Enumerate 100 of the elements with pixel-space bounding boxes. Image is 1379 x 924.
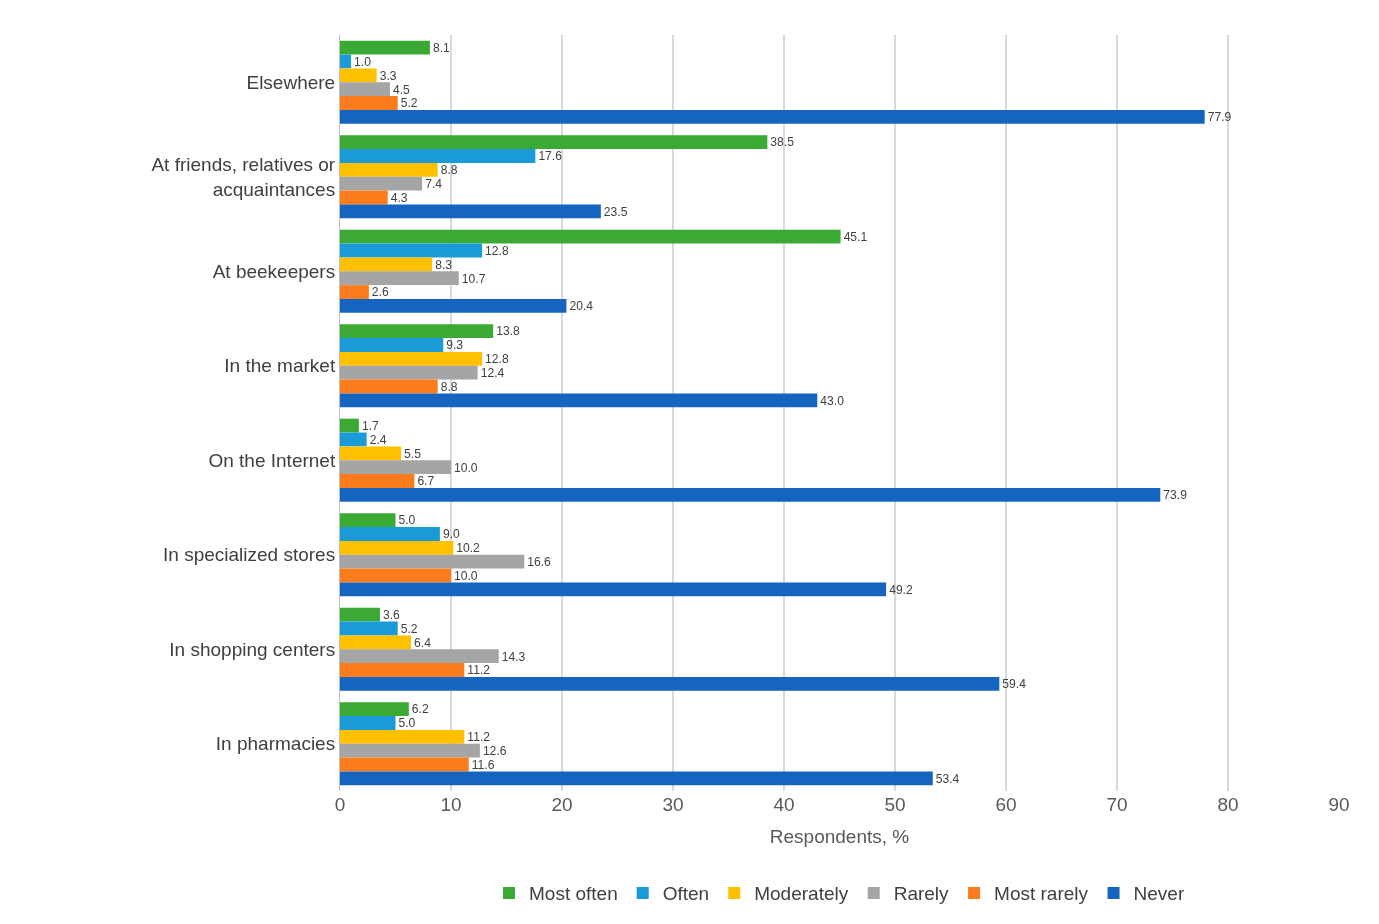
bar (340, 446, 402, 461)
data-label: 12.8 (485, 243, 509, 258)
data-label: 1.7 (361, 418, 379, 433)
data-label: 10.0 (454, 460, 478, 475)
bar (340, 298, 567, 313)
x-tick-label: 40 (773, 794, 795, 815)
bar (340, 487, 1161, 502)
legend-label: Rarely (893, 883, 950, 905)
data-label: 5.5 (404, 446, 422, 461)
x-tick-label: 90 (1328, 794, 1350, 815)
x-tick-label: 30 (662, 794, 684, 815)
data-label: 73.9 (1163, 488, 1188, 503)
legend-label: Often (662, 883, 710, 905)
data-label: 10.0 (454, 568, 478, 583)
data-label: 16.6 (527, 555, 552, 570)
data-label: 6.2 (411, 702, 429, 717)
data-label: 3.6 (382, 607, 401, 622)
data-label: 5.0 (398, 513, 416, 528)
data-label: 14.3 (501, 649, 526, 664)
data-label: 5.2 (400, 96, 418, 111)
data-label: 17.6 (538, 149, 563, 164)
data-label: 8.8 (440, 379, 458, 394)
data-label: 1.0 (354, 54, 372, 69)
bar (340, 324, 494, 339)
y-tick-label: Elsewhere (246, 71, 336, 93)
data-label: 12.8 (485, 352, 509, 367)
bar (340, 460, 451, 475)
bar (340, 582, 887, 597)
bar (340, 716, 396, 730)
data-label: 8.3 (435, 257, 453, 272)
data-label: 4.3 (390, 190, 408, 205)
data-label: 11.2 (467, 663, 491, 678)
x-tick-label: 0 (334, 794, 346, 815)
data-label: 23.5 (603, 204, 628, 219)
data-label: 9.0 (442, 527, 461, 542)
bar (340, 243, 483, 258)
data-label: 12.6 (482, 744, 507, 759)
bar (340, 554, 525, 569)
bar (340, 663, 465, 677)
bar (340, 379, 438, 394)
bar (340, 176, 423, 191)
data-label: 10.2 (456, 541, 481, 556)
x-tick-label: 20 (551, 794, 573, 815)
bar (340, 285, 369, 299)
bar (340, 68, 377, 83)
data-label: 38.5 (770, 135, 795, 150)
legend-label: Moderately (754, 883, 849, 905)
data-label: 49.2 (889, 582, 913, 597)
bar (340, 540, 454, 555)
x-tick-label: 70 (1106, 794, 1128, 815)
y-tick-label: On the Internet (208, 449, 336, 471)
bar (340, 96, 398, 110)
bar (340, 204, 601, 219)
bar (340, 418, 359, 433)
bar (340, 527, 440, 541)
bar (340, 54, 352, 69)
legend-label: Most rarely (994, 883, 1089, 905)
data-label: 5.2 (400, 621, 418, 636)
bar (340, 135, 768, 150)
bar (340, 257, 433, 272)
data-label: 3.3 (379, 68, 397, 83)
bar (340, 607, 380, 622)
bar (340, 432, 367, 447)
data-label: 11.6 (471, 757, 495, 772)
bar (340, 190, 388, 205)
bar (340, 649, 499, 664)
bar (340, 729, 465, 744)
bar (340, 162, 438, 177)
bar (340, 568, 451, 583)
y-tick-label: In specialized stores (163, 544, 336, 566)
data-label: 43.0 (820, 393, 845, 408)
bar (340, 82, 390, 97)
bar (340, 338, 444, 352)
data-label: 2.4 (369, 432, 387, 447)
y-tick-label: In pharmacies (215, 733, 336, 755)
data-label: 53.4 (935, 771, 960, 786)
x-tick-label: 80 (1217, 794, 1239, 815)
data-label: 6.4 (414, 635, 432, 650)
data-label: 2.6 (371, 285, 389, 300)
data-label: 77.9 (1207, 110, 1232, 125)
bar (340, 393, 818, 408)
data-label: 8.8 (440, 163, 458, 178)
y-tick-label: At beekeepers (212, 260, 336, 282)
legend-label: Never (1133, 883, 1185, 905)
bar (340, 229, 841, 244)
data-label: 45.1 (843, 229, 868, 244)
data-label: 13.8 (496, 324, 521, 339)
bar (340, 743, 480, 758)
bar (340, 771, 933, 786)
x-tick-label: 10 (440, 794, 462, 815)
y-tick-label: In shopping centers (169, 638, 336, 660)
bar (340, 621, 398, 636)
data-label: 5.0 (398, 716, 416, 731)
data-label: 9.3 (446, 338, 464, 353)
data-label: 11.2 (467, 730, 491, 745)
data-label: 8.1 (432, 40, 451, 55)
y-tick-label: At friends, relatives or acquaintances (151, 154, 336, 200)
bar (340, 109, 1205, 124)
bar (340, 351, 483, 366)
bar (340, 365, 478, 380)
